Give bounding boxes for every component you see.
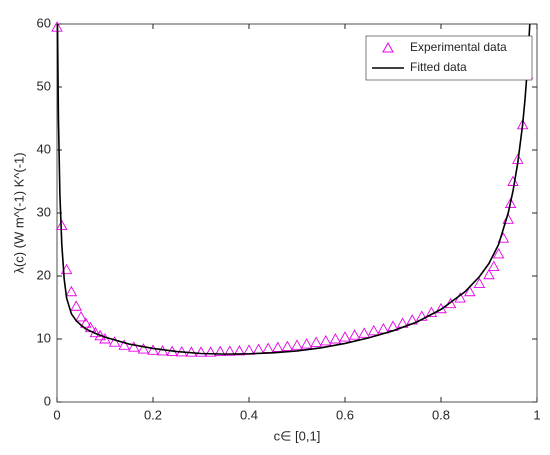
x-axis-label: c∈ [0,1] xyxy=(274,428,321,443)
data-point xyxy=(348,329,361,340)
data-point xyxy=(507,175,519,186)
data-point xyxy=(320,334,332,346)
data-point xyxy=(224,345,236,356)
data-point xyxy=(118,339,130,350)
data-point xyxy=(185,346,198,357)
data-point xyxy=(214,345,226,357)
data-point xyxy=(128,341,140,352)
y-axis-label: λ(c) (W m^(-1) K^(-1) xyxy=(11,152,26,273)
y-tick-label: 0 xyxy=(44,393,51,408)
data-point xyxy=(233,345,246,356)
data-point xyxy=(147,344,159,355)
y-tick-label: 20 xyxy=(37,267,51,282)
data-point xyxy=(291,339,303,350)
data-point xyxy=(368,324,380,336)
data-point xyxy=(358,327,370,338)
data-point xyxy=(329,333,342,344)
y-tick-label: 30 xyxy=(37,204,51,219)
x-tick-label: 0 xyxy=(53,407,60,422)
data-point xyxy=(70,300,82,311)
y-tick-label: 60 xyxy=(37,15,51,30)
data-point xyxy=(300,338,313,349)
x-tick-label: 0.2 xyxy=(144,407,162,422)
legend-marker xyxy=(382,41,394,53)
data-point xyxy=(504,197,517,209)
data-point xyxy=(195,346,207,357)
data-point xyxy=(204,346,217,357)
x-tick-label: 0.4 xyxy=(240,407,258,422)
y-tick-label: 10 xyxy=(37,330,51,345)
data-point xyxy=(464,285,476,297)
data-point xyxy=(65,285,78,297)
data-point xyxy=(310,336,322,347)
legend-label: Fitted data xyxy=(410,60,467,74)
data-point xyxy=(281,340,294,352)
y-tick-label: 40 xyxy=(37,141,51,156)
y-tick-label: 50 xyxy=(37,78,51,93)
data-point xyxy=(339,331,351,342)
data-point xyxy=(137,343,150,354)
x-tick-label: 0.6 xyxy=(336,407,354,422)
data-point xyxy=(492,248,505,259)
legend xyxy=(365,35,533,81)
data-point xyxy=(425,306,438,317)
data-point xyxy=(488,260,500,271)
data-point xyxy=(473,277,486,289)
plot-area xyxy=(56,23,538,403)
data-point xyxy=(108,336,121,347)
x-tick-label: 0.8 xyxy=(432,407,450,422)
legend-label: Experimental data xyxy=(410,40,507,54)
data-point xyxy=(483,268,495,280)
data-point xyxy=(272,341,284,352)
fit-line xyxy=(56,23,531,355)
data-point xyxy=(80,317,92,328)
data-point xyxy=(75,311,87,322)
x-tick-label: 1 xyxy=(533,407,540,422)
